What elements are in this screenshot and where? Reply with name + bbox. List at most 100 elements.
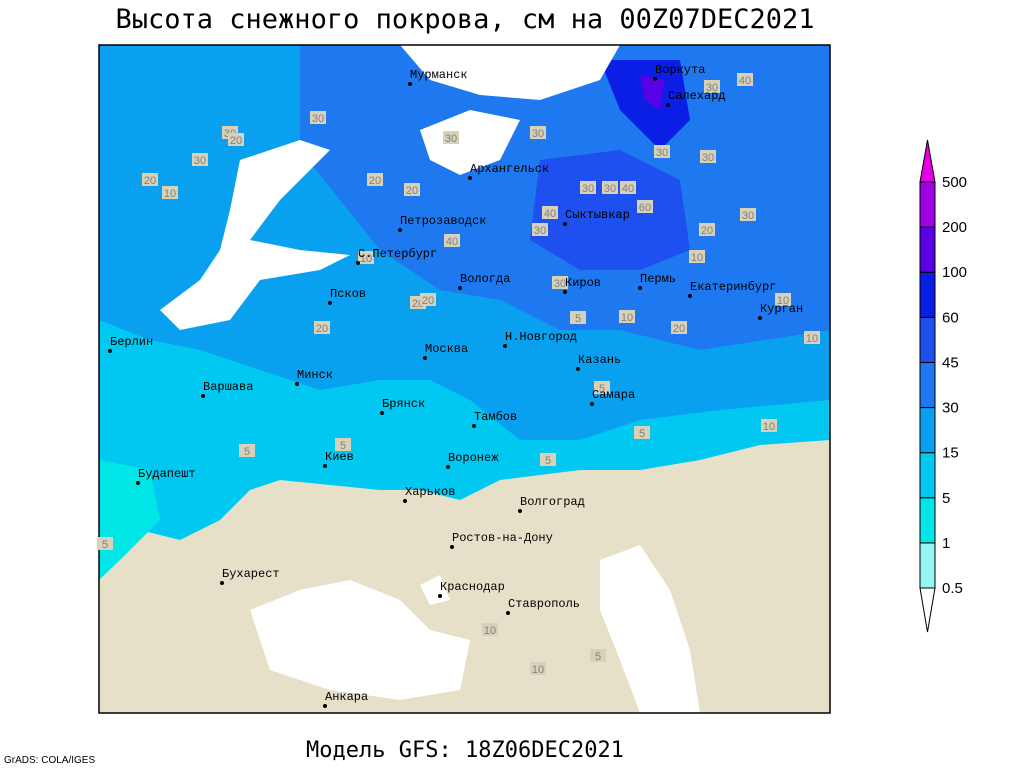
legend-tip-low	[919, 587, 936, 633]
city-dot	[323, 464, 327, 468]
contour-label: 20	[422, 295, 434, 307]
contour-label-bg	[740, 208, 756, 221]
city-dot	[503, 344, 507, 348]
city-label: Пермь	[640, 272, 676, 286]
city-label: Салехард	[668, 89, 726, 103]
contour-label-bg	[542, 206, 558, 219]
legend-label: 500	[942, 174, 967, 191]
contour-label: 20	[701, 225, 713, 237]
contour-label-bg	[404, 183, 420, 196]
contour-label-bg	[700, 150, 716, 163]
contour-label: 5	[340, 440, 346, 452]
contour-label-bg	[804, 331, 820, 344]
contour-label: 5	[599, 383, 605, 395]
contour-label-bg	[530, 662, 546, 675]
city-label: Харьков	[405, 485, 455, 499]
contour-label-bg	[530, 126, 546, 139]
city-dot	[295, 382, 299, 386]
city-label: Самара	[592, 388, 635, 402]
city-dot	[563, 290, 567, 294]
credit: GrADS: COLA/IGES	[4, 755, 95, 766]
azov-sea	[420, 575, 450, 605]
contour-label: 10	[360, 253, 372, 265]
city-dot	[408, 82, 412, 86]
contour-label-bg	[699, 223, 715, 236]
legend-box	[919, 497, 936, 544]
contour-label: 20	[316, 323, 328, 335]
contour-label: 5	[244, 446, 250, 458]
contour-label: 40	[544, 208, 556, 220]
contour-label-bg	[482, 623, 498, 636]
city-label: Ростов-на-Дону	[452, 531, 553, 545]
city-dot	[323, 704, 327, 708]
model-label: Модель GFS: 18Z06DEC2021	[306, 738, 624, 763]
contour-label-bg	[532, 223, 548, 236]
city-label: Н.Новгород	[505, 330, 577, 344]
contour-label: 5	[595, 651, 601, 663]
snow-45	[530, 150, 690, 270]
city-label: Киев	[325, 450, 354, 464]
city-dot	[688, 294, 692, 298]
contour-label: 10	[777, 295, 789, 307]
contour-label: 10	[532, 664, 544, 676]
city-label: Брянск	[382, 397, 425, 411]
snow-60	[600, 60, 690, 150]
contour-label-bg	[590, 649, 606, 662]
contour-label: 30	[554, 278, 566, 290]
city-label: Москва	[425, 342, 468, 356]
contour-label: 10	[691, 252, 703, 264]
contour-label-bg	[634, 426, 650, 439]
legend-box	[919, 407, 936, 454]
caspian-sea	[600, 545, 700, 713]
contour-label-bg	[602, 181, 618, 194]
city-label: Сыктывкар	[565, 208, 630, 222]
city-dot	[468, 176, 472, 180]
contour-label-bg	[620, 181, 636, 194]
city-label: Вологда	[460, 272, 510, 286]
city-label: Воркута	[655, 63, 705, 77]
contour-label: 30	[532, 128, 544, 140]
contour-label: 40	[622, 183, 634, 195]
contour-label: 20	[369, 175, 381, 187]
contour-label: 30	[445, 133, 457, 145]
legend-label: 45	[942, 354, 959, 371]
contour-label-bg	[737, 73, 753, 86]
city-dot	[108, 349, 112, 353]
contour-label-bg	[358, 251, 374, 264]
map-frame	[98, 44, 831, 714]
city-label: С.Петербург	[358, 247, 437, 261]
city-dot	[758, 316, 762, 320]
legend-label: 200	[942, 219, 967, 236]
contour-label: 20	[230, 135, 242, 147]
city-label: Бухарест	[222, 567, 280, 581]
city-label: Воронеж	[448, 451, 499, 465]
legend-box	[919, 181, 936, 228]
legend-label: 0.5	[942, 580, 963, 597]
contour-label-bg	[761, 419, 777, 432]
legend-label: 100	[942, 264, 967, 281]
contour-label-bg	[420, 293, 436, 306]
contour-label-bg	[239, 444, 255, 457]
contour-label-bg	[310, 111, 326, 124]
city-dot	[563, 222, 567, 226]
contour-label-bg	[580, 181, 596, 194]
city-dot	[653, 77, 657, 81]
city-dot	[423, 356, 427, 360]
contour-label-bg	[335, 438, 351, 451]
city-label: Казань	[578, 353, 621, 367]
city-dot	[201, 394, 205, 398]
contour-label-bg	[443, 131, 459, 144]
contour-label: 10	[806, 333, 818, 345]
legend-box	[919, 542, 936, 589]
baltic-sea	[160, 140, 350, 330]
contour-label-bg	[619, 310, 635, 323]
barents-sea	[400, 45, 620, 100]
title: Высота снежного покрова, см на 00Z07DEC2…	[116, 4, 815, 35]
contour-label: 5	[102, 539, 108, 551]
city-label: Варшава	[203, 380, 253, 394]
contour-label: 5	[575, 313, 581, 325]
city-dot	[136, 481, 140, 485]
legend-label: 1	[942, 535, 950, 552]
legend-label: 30	[942, 400, 959, 417]
